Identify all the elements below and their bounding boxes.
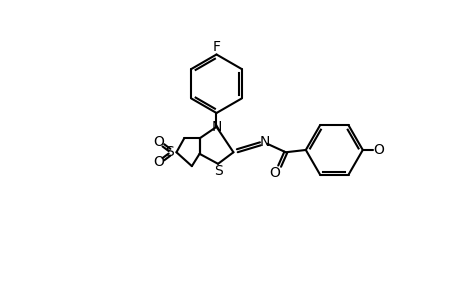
Text: O: O xyxy=(268,166,279,180)
Text: O: O xyxy=(153,135,164,149)
Text: O: O xyxy=(372,143,383,157)
Text: N: N xyxy=(259,135,269,149)
Text: O: O xyxy=(153,155,164,169)
Text: S: S xyxy=(214,164,223,178)
Text: S: S xyxy=(165,145,174,159)
Text: N: N xyxy=(211,120,221,134)
Text: F: F xyxy=(212,40,220,54)
